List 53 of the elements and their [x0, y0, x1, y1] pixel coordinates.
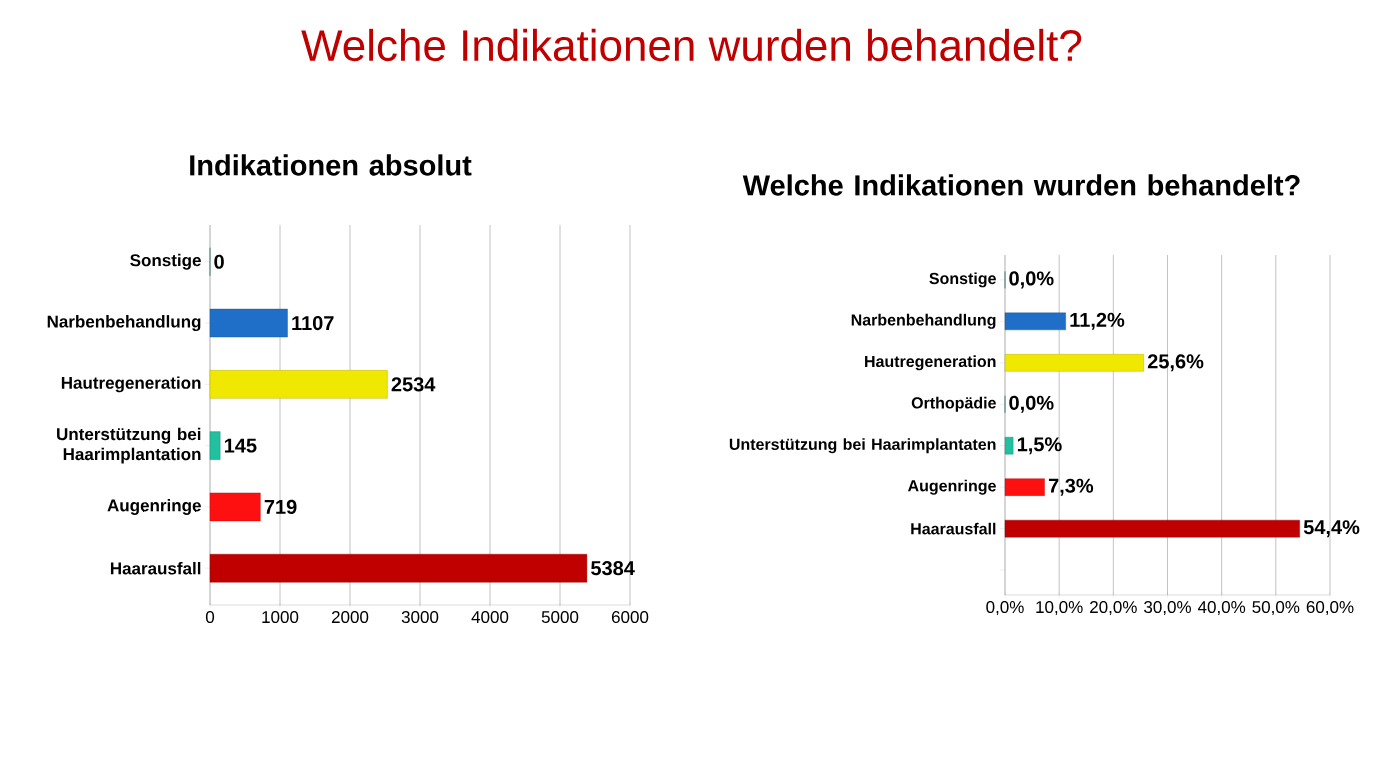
data-label: 0,0%	[1009, 271, 1054, 289]
data-label: 1,5%	[1017, 437, 1062, 455]
data-label: 25,6%	[1147, 354, 1204, 372]
x-tick-label: 40,0%	[1197, 601, 1246, 616]
y-tick-label: Unterstützung bei Haarimplantation	[57, 427, 201, 464]
bar	[1004, 437, 1014, 455]
data-label: 145	[224, 438, 257, 453]
x-tick-label: 10,0%	[1036, 601, 1083, 616]
data-label: 719	[264, 499, 297, 514]
y-tick-label: Sonstige	[130, 253, 201, 270]
y-tick-label: Unterstützung bei Haarimplantaten	[729, 438, 996, 454]
x-tick-label: 60,0%	[1306, 601, 1354, 616]
y-tick-label: Sonstige	[929, 272, 996, 288]
data-label: 0	[214, 254, 224, 269]
y-tick-label: Narbenbehandlung	[851, 313, 996, 329]
x-tick-label: 1000	[262, 611, 299, 624]
bar	[209, 492, 261, 522]
chart-title: Welche Indikationen wurden behandelt?	[742, 174, 1300, 196]
bar	[1004, 519, 1300, 538]
y-tick-label: Narbenbehandlung	[47, 315, 201, 332]
chart-subtitle: Indikationen absolut	[190, 154, 472, 176]
y-tick-label: Augenringe	[907, 479, 996, 495]
data-label: 1107	[292, 315, 334, 331]
y-tick-label: Hautregeneration	[865, 355, 996, 371]
chart-title: Welche Indikationen wurden behandelt?	[301, 28, 1082, 62]
bar	[1004, 312, 1066, 331]
x-tick-label: 3000	[401, 611, 439, 624]
data-label: 2534	[391, 377, 436, 392]
x-tick-label: 50,0%	[1252, 601, 1300, 616]
bar	[209, 554, 588, 583]
y-tick-label: Haarausfall	[911, 522, 996, 535]
data-label: 11,2%	[1070, 312, 1125, 330]
bar	[209, 431, 221, 460]
x-tick-label: 0,0%	[986, 601, 1024, 616]
x-tick-label: 5000	[541, 611, 579, 624]
y-tick-label: Orthopädie	[911, 396, 996, 412]
data-label: 54,4%	[1303, 520, 1360, 538]
data-label: 7,3%	[1048, 478, 1094, 496]
bar	[209, 308, 288, 338]
x-tick-label: 2000	[331, 611, 369, 624]
y-tick-label: Augenringe	[107, 498, 201, 515]
x-tick-label: 30,0%	[1144, 601, 1191, 616]
x-tick-label: 0	[205, 611, 215, 624]
bar	[1004, 354, 1144, 372]
y-tick-label: Hautregeneration	[61, 376, 201, 393]
data-label: 0,0%	[1009, 395, 1054, 413]
x-tick-label: 20,0%	[1090, 601, 1137, 616]
x-tick-label: 6000	[611, 611, 649, 624]
data-label: 5384	[591, 561, 635, 576]
y-tick-label: Haarausfall	[110, 561, 201, 575]
x-tick-label: 4000	[471, 611, 509, 624]
bar	[209, 370, 388, 399]
bar	[1004, 478, 1045, 496]
